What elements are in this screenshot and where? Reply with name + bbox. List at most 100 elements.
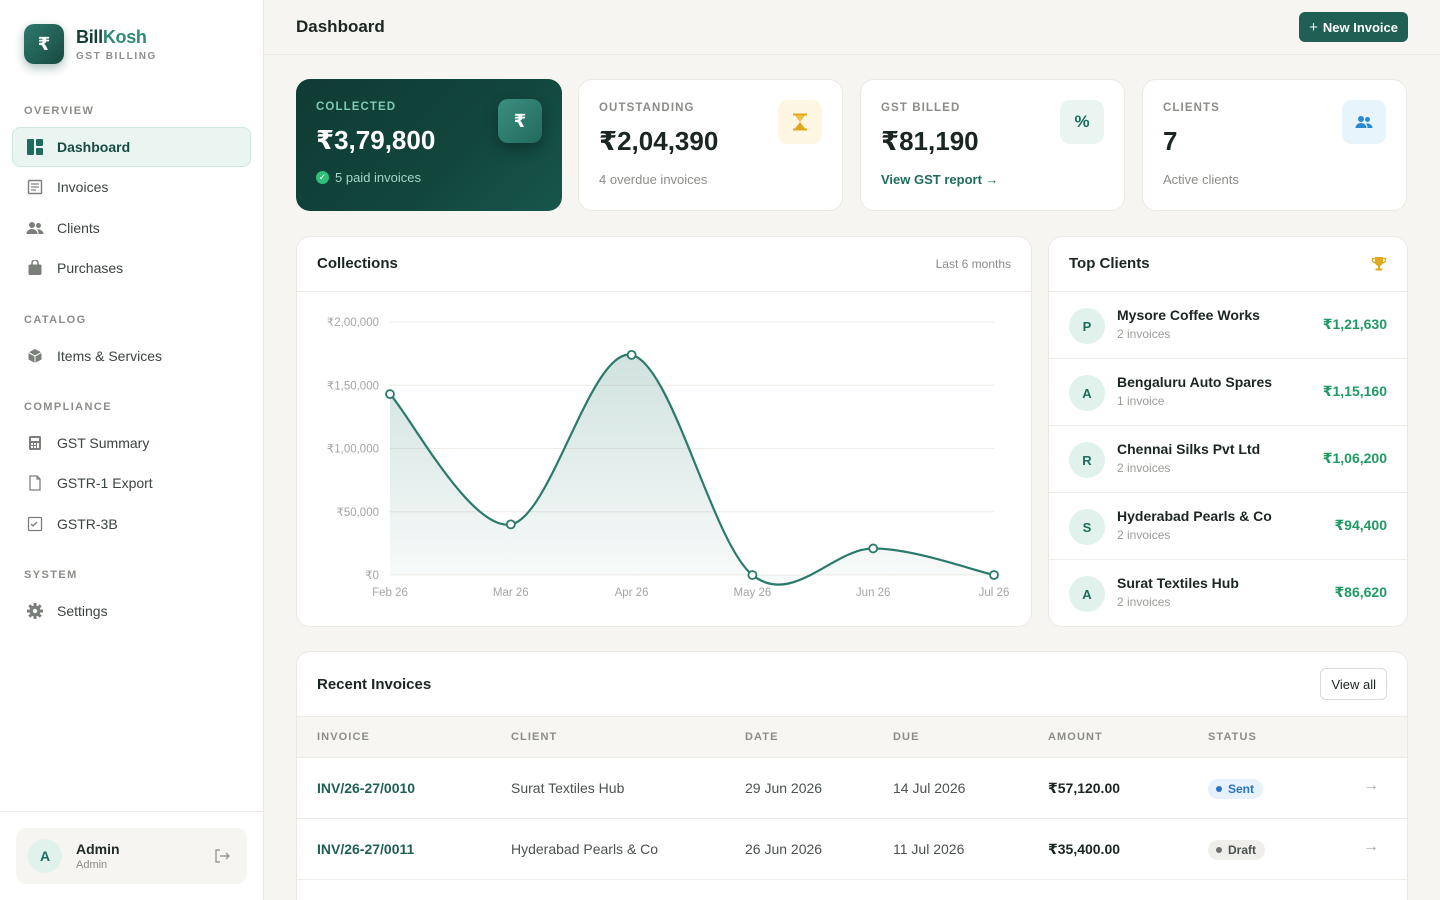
- list-item[interactable]: A Surat Textiles Hub 2 invoices ₹86,620: [1049, 560, 1407, 627]
- sidebar-item-label: Dashboard: [57, 139, 131, 155]
- amount-cell: ₹57,120.00: [1048, 780, 1121, 796]
- x-tick-label: May 26: [734, 587, 772, 599]
- client-amount: ₹86,620: [1334, 584, 1387, 600]
- invoice-number-link[interactable]: INV/26-27/0010: [317, 780, 416, 796]
- x-tick-label: Jul 26: [979, 587, 1010, 599]
- sidebar-item-gstr1-export[interactable]: GSTR-1 Export: [12, 463, 251, 503]
- sidebar-item-gst-summary[interactable]: GST Summary: [12, 423, 251, 463]
- collections-panel: Collections Last 6 months ₹0 ₹50,000 ₹1,00…: [296, 236, 1032, 627]
- status-dot-icon: [1216, 786, 1222, 792]
- page-title: Dashboard: [296, 17, 385, 36]
- user-card[interactable]: A Admin Admin: [16, 828, 247, 884]
- status-badge: Sent: [1208, 779, 1264, 799]
- list-item[interactable]: P Mysore Coffee Works 2 invoices ₹1,21,6…: [1049, 292, 1407, 359]
- x-tick-label: Apr 26: [615, 587, 649, 599]
- column-header-amount[interactable]: AMOUNT: [1048, 731, 1103, 743]
- date-cell: 26 Jun 2026: [745, 841, 823, 857]
- client-cell: Hyderabad Pearls & Co: [511, 841, 659, 857]
- data-point: [989, 570, 999, 580]
- sidebar-item-purchases[interactable]: Purchases: [12, 248, 251, 288]
- avatar: A: [28, 839, 62, 873]
- column-header-invoice[interactable]: INVOICE: [317, 731, 370, 743]
- x-tick-label: Feb 26: [372, 587, 408, 599]
- sidebar-item-gstr3b[interactable]: GSTR-3B: [12, 504, 251, 544]
- sidebar-item-items-services[interactable]: Items & Services: [12, 336, 251, 376]
- y-tick-label: ₹1,00,000: [327, 444, 379, 456]
- column-header-status[interactable]: STATUS: [1208, 731, 1257, 743]
- x-tick-label: Jun 26: [856, 587, 891, 599]
- sidebar-item-label: GST Summary: [57, 435, 150, 451]
- trophy-icon: [1371, 256, 1387, 277]
- x-tick-label: Mar 26: [493, 587, 529, 599]
- status-badge: Draft: [1208, 840, 1266, 860]
- view-all-button[interactable]: View all: [1320, 668, 1387, 700]
- invoice-number-link[interactable]: INV/26-27/0011: [317, 841, 415, 857]
- arrow-right-icon[interactable]: →: [1363, 777, 1379, 794]
- sidebar-item-label: GSTR-3B: [57, 516, 118, 532]
- avatar: A: [1069, 576, 1105, 612]
- sidebar-item-label: Invoices: [57, 179, 109, 195]
- new-invoice-button[interactable]: + New Invoice: [1299, 12, 1408, 42]
- stat-label: OUTSTANDING: [599, 102, 695, 114]
- nav-section-system: SYSTEM: [24, 569, 78, 581]
- sidebar-item-label: Purchases: [57, 260, 124, 276]
- data-point: [385, 389, 395, 400]
- brand[interactable]: ₹ BillKosh GST BILLING: [24, 24, 157, 64]
- json-file-icon: [25, 473, 45, 493]
- table-header: INVOICE CLIENT DATE DUE AMOUNT STATUS: [297, 716, 1407, 758]
- check-circle-icon: ✓: [316, 171, 329, 184]
- logout-icon[interactable]: [213, 847, 231, 870]
- stat-label: COLLECTED: [316, 101, 397, 113]
- recent-invoices-title: Recent Invoices: [317, 676, 432, 693]
- sidebar-divider: [0, 811, 263, 812]
- stat-card-collected: COLLECTED ₹3,79,800 ✓ 5 paid invoices ₹: [296, 79, 562, 211]
- brand-subtitle: GST BILLING: [76, 50, 157, 62]
- status-text: Sent: [1228, 782, 1255, 796]
- y-tick-label: ₹2,00,000: [327, 317, 379, 329]
- client-amount: ₹1,06,200: [1322, 450, 1387, 466]
- y-tick-label: ₹0: [365, 570, 379, 582]
- list-item[interactable]: S Hyderabad Pearls & Co 2 invoices ₹94,4…: [1049, 493, 1407, 560]
- list-item[interactable]: R Chennai Silks Pvt Ltd 2 invoices ₹1,06…: [1049, 426, 1407, 493]
- column-header-date[interactable]: DATE: [745, 731, 779, 743]
- nav-section-overview: OVERVIEW: [24, 105, 95, 117]
- series-area: [390, 354, 994, 585]
- amount-cell: ₹35,400.00: [1048, 841, 1121, 857]
- bag-icon: [25, 258, 45, 278]
- client-cell: Surat Textiles Hub: [511, 780, 625, 796]
- sidebar-item-clients[interactable]: Clients: [12, 208, 251, 248]
- panel-divider: [1049, 291, 1407, 292]
- list-item[interactable]: A Bengaluru Auto Spares 1 invoice ₹1,15,…: [1049, 359, 1407, 426]
- invoice-count: 1 invoice: [1117, 394, 1165, 408]
- gear-icon: [25, 601, 45, 621]
- client-amount: ₹1,15,160: [1322, 383, 1387, 399]
- nav-section-compliance: COMPLIANCE: [24, 401, 112, 413]
- rupee-logo-icon: ₹: [24, 24, 64, 64]
- column-header-client[interactable]: CLIENT: [511, 731, 558, 743]
- checklist-icon: [25, 514, 45, 534]
- y-tick-label: ₹1,50,000: [327, 380, 379, 392]
- sidebar-item-settings[interactable]: Settings: [12, 591, 251, 631]
- sidebar-item-invoices[interactable]: Invoices: [12, 167, 251, 207]
- client-name: Chennai Silks Pvt Ltd: [1117, 441, 1261, 457]
- top-header: Dashboard + New Invoice: [264, 0, 1440, 55]
- box-icon: [25, 346, 45, 366]
- column-header-due[interactable]: DUE: [893, 731, 920, 743]
- arrow-right-icon[interactable]: →: [1363, 838, 1379, 855]
- view-gst-report-link[interactable]: View GST report →: [881, 172, 999, 187]
- table-row[interactable]: INV/26-27/0010 Surat Textiles Hub 29 Jun…: [297, 758, 1407, 819]
- date-cell: 29 Jun 2026: [745, 780, 823, 796]
- top-clients-panel: Top Clients P Mysore Coffee Works 2 invo…: [1048, 236, 1408, 627]
- sidebar-item-dashboard[interactable]: Dashboard: [12, 127, 251, 167]
- stat-card-gst-billed: GST BILLED ₹81,190 View GST report → %: [860, 79, 1125, 211]
- y-tick-label: ₹50,000: [337, 507, 380, 519]
- invoice-count: 2 invoices: [1117, 595, 1171, 609]
- top-clients-list: P Mysore Coffee Works 2 invoices ₹1,21,6…: [1049, 292, 1407, 626]
- table-row[interactable]: INV/26-27/0011 Hyderabad Pearls & Co 26 …: [297, 819, 1407, 880]
- rupee-icon: ₹: [498, 99, 542, 143]
- stat-sub: Active clients: [1163, 172, 1239, 187]
- stat-card-outstanding: OUTSTANDING ₹2,04,390 4 overdue invoices: [578, 79, 843, 211]
- due-cell: 14 Jul 2026: [893, 780, 966, 796]
- invoice-count: 2 invoices: [1117, 461, 1171, 475]
- avatar: S: [1069, 509, 1105, 545]
